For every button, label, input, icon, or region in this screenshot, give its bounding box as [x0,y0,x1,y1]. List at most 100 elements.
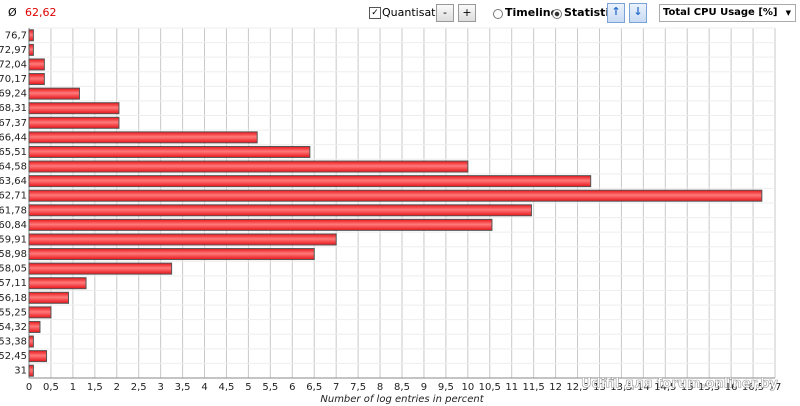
bar [28,204,532,217]
y-tick-label: 64,58 [0,162,27,173]
checkbox-label[interactable]: Quantisation [382,6,453,19]
bar [28,116,120,129]
x-tick-label: 6,5 [306,382,322,393]
x-tick-label: 15,5 [698,382,720,393]
sort-up-button[interactable]: ↑ [607,3,625,23]
x-tick-label: 4 [201,382,207,393]
y-tick-label: 52,45 [0,351,27,362]
minus-button[interactable]: - [436,4,454,22]
x-tick-label: 2 [114,382,120,393]
radio-label[interactable]: Timeline [505,6,559,19]
x-tick-label: 0 [26,382,32,393]
bar [28,175,592,188]
x-tick-label: 3,5 [175,382,191,393]
bar [28,306,52,319]
y-tick-label: 31 [14,366,27,377]
x-tick-label: 9,5 [438,382,454,393]
y-tick-label: 70,17 [0,74,27,85]
x-tick-label: 1 [70,382,76,393]
plus-button[interactable]: + [458,4,476,22]
sort-down-button[interactable]: ↓ [629,3,647,23]
avg-value: 62,62 [25,6,57,19]
x-axis-label: Number of log entries in percent [320,394,484,405]
x-tick-label: 6 [289,382,295,393]
y-tick-label: 67,37 [0,118,27,129]
x-tick-label: 2,5 [131,382,147,393]
x-tick-label: 11,5 [523,382,545,393]
watermark: Udifil для forum.onliner.by [581,377,779,392]
y-tick-label: 54,32 [0,322,27,333]
y-tick-label: 56,18 [0,293,27,304]
x-tick-label: 14 [637,382,650,393]
y-tick-label: 59,91 [0,234,27,245]
y-tick-label: 55,25 [0,307,27,318]
y-tick-label: 72,97 [0,45,27,56]
y-tick-label: 57,11 [0,278,27,289]
y-tick-label: 53,38 [0,337,27,348]
toolbar: Ø 62,62 ✓ Quantisation - + Timeline Stat… [0,0,800,26]
x-tick-label: 7,5 [350,382,366,393]
bar [28,87,80,100]
y-tick-label: 62,71 [0,191,27,202]
x-tick-label: 15 [681,382,694,393]
bar [28,73,45,86]
y-tick-label: 58,98 [0,249,27,260]
x-tick-label: 4,5 [219,382,235,393]
bar [28,131,258,144]
avg-symbol: Ø [8,6,17,19]
x-tick-label: 10,5 [479,382,501,393]
bar [28,218,493,231]
y-tick-label: 69,24 [0,89,27,100]
bar [28,43,34,56]
x-tick-label: 16,5 [742,382,764,393]
bar [28,262,173,275]
x-tick-label: 13 [593,382,606,393]
x-tick-label: 7 [333,382,339,393]
dropdown-arrow: ▼ [785,9,791,17]
radio-selected[interactable] [552,9,562,19]
bar [28,189,763,202]
bar [28,335,34,348]
bar [28,364,34,377]
x-tick-label: 8,5 [394,382,410,393]
x-tick-label: 0,5 [43,382,59,393]
x-tick-label: 9 [421,382,427,393]
x-tick-label: 3 [157,382,163,393]
y-tick-label: 58,05 [0,264,27,275]
x-tick-label: 12 [549,382,562,393]
y-tick-label: 68,31 [0,103,27,114]
x-tick-label: 8 [377,382,383,393]
y-tick-label: 63,64 [0,176,27,187]
metric-label: Total CPU Usage [%] [663,7,778,18]
metric-dropdown[interactable]: Total CPU Usage [%] ▼ [659,4,796,22]
y-tick-label: 61,78 [0,205,27,216]
bar [28,102,120,115]
y-tick-label: 72,04 [0,59,27,70]
bar [28,160,469,173]
bar [28,320,41,333]
radio-label[interactable]: Statistic [564,6,616,19]
x-tick-label: 5 [245,382,251,393]
x-tick-label: 17 [769,382,782,393]
bar [28,29,34,42]
y-tick-label: 60,84 [0,220,27,231]
y-tick-label: 65,51 [0,147,27,158]
radio[interactable] [493,9,503,19]
bar [28,248,315,261]
checkbox[interactable]: ✓ [369,7,381,19]
x-tick-label: 11 [505,382,518,393]
bar [28,277,87,290]
bar [28,58,45,71]
x-tick-label: 14,5 [654,382,676,393]
y-tick-label: 66,44 [0,132,27,143]
bar [28,291,69,304]
x-tick-label: 13,5 [610,382,632,393]
bar [28,350,48,363]
y-tick-label: 76,7 [5,30,27,41]
x-tick-label: 10 [461,382,474,393]
x-tick-label: 12,5 [566,382,588,393]
x-tick-label: 5,5 [262,382,278,393]
x-tick-label: 1,5 [87,382,103,393]
